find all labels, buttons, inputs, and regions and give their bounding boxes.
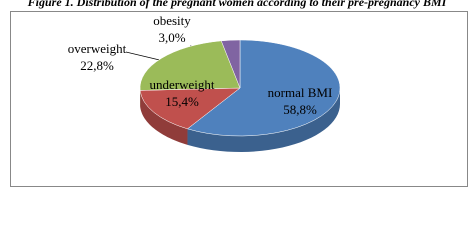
slice-label: underweight bbox=[150, 77, 215, 92]
slice bbox=[139, 40, 241, 91]
slice-label: normal BMI bbox=[268, 85, 333, 100]
slice bbox=[186, 39, 341, 137]
slice-value-label: 15,4% bbox=[165, 94, 199, 109]
slice-value-label: 58,8% bbox=[283, 102, 317, 117]
slice bbox=[139, 87, 241, 130]
slice-side bbox=[140, 90, 188, 145]
slice-side bbox=[187, 88, 340, 152]
chart: Figure 1. Distribution of the pregnant w… bbox=[10, 0, 468, 187]
chart-frame bbox=[10, 11, 468, 187]
chart-title: Figure 1. Distribution of the pregnant w… bbox=[27, 0, 448, 9]
slice-label: overweight bbox=[68, 41, 127, 56]
slice-value-label: 3,0% bbox=[158, 30, 185, 45]
slice-value-label: 22,8% bbox=[80, 58, 114, 73]
slice bbox=[220, 39, 241, 89]
slice-label: obesity bbox=[153, 13, 191, 28]
